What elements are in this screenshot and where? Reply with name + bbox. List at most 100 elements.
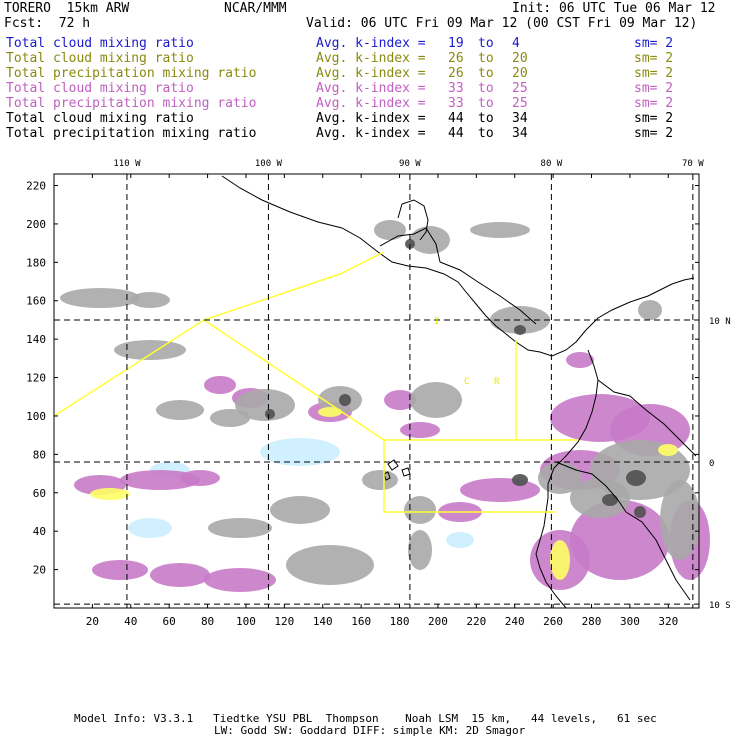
field-blob [208, 518, 272, 538]
x-tick-label: 140 [313, 615, 333, 628]
legend-from: 33 [448, 81, 464, 96]
legend-to: 25 [512, 81, 528, 96]
footer-model-info: Model Info: V3.3.1 Tiedtke YSU PBL Thomp… [74, 712, 657, 725]
x-tick-label: 20 [86, 615, 99, 628]
legend-from: 26 [448, 66, 464, 81]
valid-time: Valid: 06 UTC Fri 09 Mar 12 (00 CST Fri … [306, 16, 698, 31]
legend-from: 19 [448, 36, 464, 51]
border-peru [625, 511, 691, 601]
field-blob [92, 560, 148, 580]
coastlines [221, 175, 697, 609]
x-tick-label: 120 [274, 615, 294, 628]
legend-kindex: Avg. k-index = [316, 96, 426, 111]
boundary-south [383, 440, 556, 513]
x-tick-label: 280 [582, 615, 602, 628]
field-blob [265, 409, 275, 419]
y-tick-label: 160 [26, 295, 46, 308]
legend-to-word: to [478, 66, 494, 81]
lon-label: 90 W [399, 159, 421, 169]
legend-smoothing: sm= 2 [634, 126, 674, 141]
field-blob [384, 390, 416, 410]
x-tick-label: 220 [466, 615, 486, 628]
map-label-r: R [494, 377, 500, 387]
model-title: TORERO 15km ARW [4, 1, 130, 16]
legend-to-word: to [478, 36, 494, 51]
legend-kindex: Avg. k-index = [316, 81, 426, 96]
field-blob [602, 494, 618, 506]
axis-ticks: 110 W 100 W 90 W 80 W 70 W 10 N 0 10 S 20 40 60 80 1… [26, 159, 731, 628]
boundary-west [53, 319, 517, 441]
field-blob [658, 444, 678, 456]
x-tick-label: 100 [236, 615, 256, 628]
y-tick-label: 220 [26, 180, 46, 193]
field-blob [210, 409, 250, 427]
legend-field: Total precipitation mixing ratio [6, 96, 257, 111]
forecast-hour: Fcst: 72 h [4, 16, 91, 31]
lat-label: 0 [709, 459, 714, 469]
field-blob [204, 568, 276, 592]
lon-label: 80 W [541, 159, 563, 169]
field-blob [180, 470, 220, 486]
legend-smoothing: sm= 2 [634, 111, 674, 126]
field-blob [270, 496, 330, 524]
legend-to: 4 [512, 36, 520, 51]
field-blob [339, 394, 351, 406]
y-tick-label: 80 [33, 448, 46, 461]
field-blob [374, 220, 406, 240]
y-tick-label: 200 [26, 218, 46, 231]
field-blob [318, 407, 342, 417]
field-blob [362, 470, 398, 490]
x-tick-label: 180 [390, 615, 410, 628]
border-mexico-guatemala [379, 227, 441, 263]
x-tick-label: 160 [351, 615, 371, 628]
legend-from: 44 [448, 126, 464, 141]
legend-field: Total cloud mixing ratio [6, 36, 194, 51]
field-blob [514, 325, 526, 335]
legend-field: Total cloud mixing ratio [6, 51, 194, 66]
legend-smoothing: sm= 2 [634, 36, 674, 51]
x-tick-label: 300 [620, 615, 640, 628]
x-tick-label: 40 [124, 615, 137, 628]
legend-field: Total cloud mixing ratio [6, 111, 194, 126]
legend-smoothing: sm= 2 [634, 81, 674, 96]
field-blob [570, 478, 630, 518]
map-label-i: I [434, 317, 439, 327]
y-tick-label: 20 [33, 564, 46, 577]
field-blob [260, 438, 340, 466]
x-tick-label: 60 [163, 615, 176, 628]
field-blob [60, 288, 140, 308]
legend-to: 20 [512, 51, 528, 66]
lat-label: 10 S [709, 601, 731, 611]
field-blob [410, 382, 462, 418]
x-tick-label: 200 [428, 615, 448, 628]
field-blob [550, 540, 570, 580]
y-tick-label: 60 [33, 487, 46, 500]
x-tick-label: 80 [201, 615, 214, 628]
lat-label: 10 N [709, 317, 731, 327]
field-blob [114, 340, 186, 360]
legend-to: 20 [512, 66, 528, 81]
field-blob [408, 530, 432, 570]
legend-to-word: to [478, 81, 494, 96]
legend-from: 26 [448, 51, 464, 66]
legend-field: Total precipitation mixing ratio [6, 126, 257, 141]
field-blob [235, 389, 295, 421]
center-title: NCAR/MMM [224, 1, 287, 16]
coastline-south-america [535, 349, 599, 609]
legend-to: 25 [512, 96, 528, 111]
legend-from: 44 [448, 111, 464, 126]
field-blob [626, 470, 646, 486]
field-blob [566, 352, 594, 368]
field-blob [570, 500, 670, 580]
x-tick-label: 320 [658, 615, 678, 628]
border-colombia [597, 379, 697, 457]
legend-to-word: to [478, 51, 494, 66]
lon-label: 110 W [113, 159, 141, 169]
legend-kindex: Avg. k-index = [316, 126, 426, 141]
boundary-north [203, 251, 385, 321]
y-tick-label: 120 [26, 372, 46, 385]
lon-label: 100 W [255, 159, 283, 169]
field-blob [404, 496, 436, 524]
map-label-c: C [464, 377, 469, 387]
field-blob [130, 292, 170, 308]
